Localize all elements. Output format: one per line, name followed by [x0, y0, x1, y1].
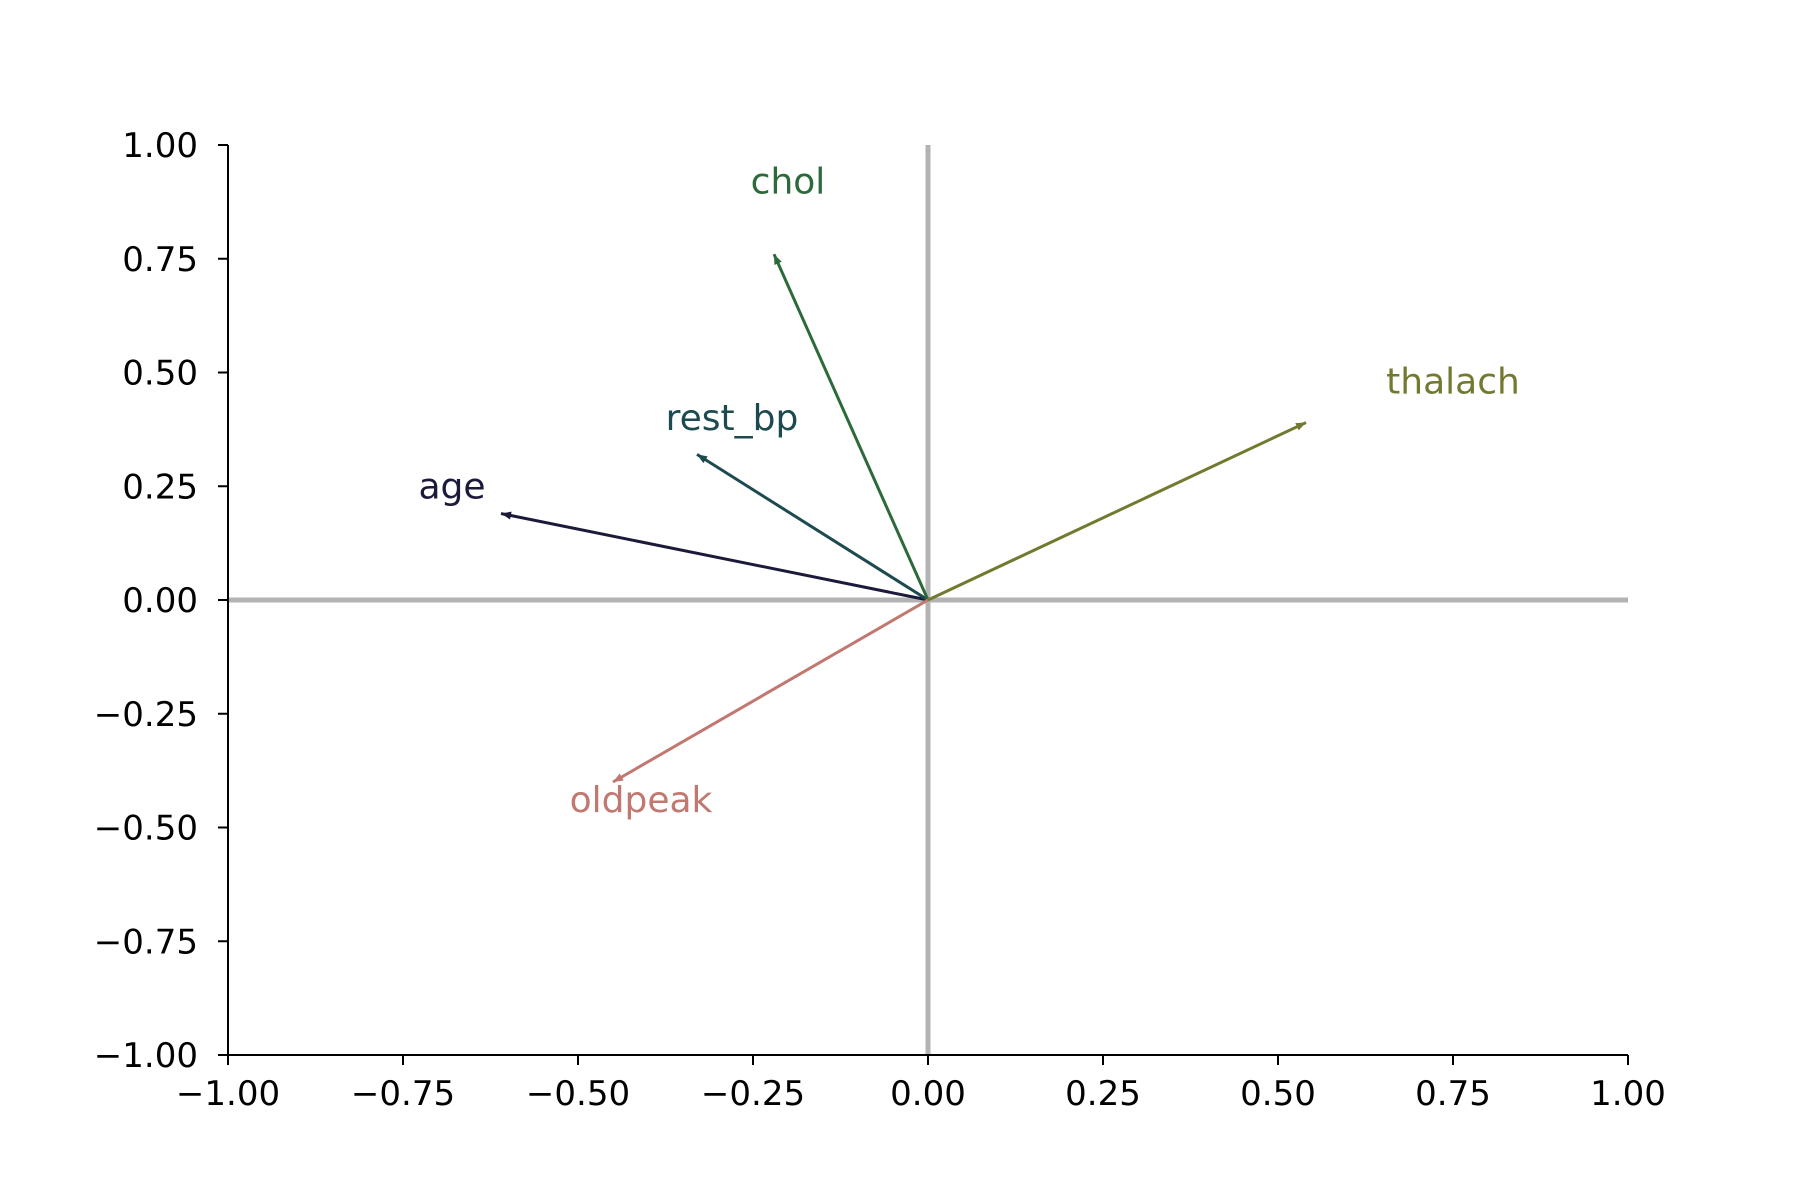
y-tick-label: −0.25 [94, 695, 198, 735]
x-tick-label: 0.50 [1240, 1074, 1316, 1114]
y-tick-label: 1.00 [122, 126, 198, 166]
x-tick-label: 0.25 [1065, 1074, 1141, 1114]
x-tick-label: −0.50 [526, 1074, 630, 1114]
vector-chol [772, 253, 930, 601]
arrowhead-chol [774, 254, 782, 265]
arrowhead-age [501, 511, 512, 520]
vector-label-rest_bp: rest_bp [666, 398, 799, 439]
arrowhead-oldpeak [613, 773, 624, 782]
x-tick-label: −1.00 [176, 1074, 280, 1114]
y-tick-label: 0.00 [122, 581, 198, 621]
vector-thalach [927, 421, 1307, 602]
y-tick-label: 0.50 [122, 354, 198, 394]
arrowhead-rest_bp [697, 454, 708, 464]
x-tick-label: 1.00 [1590, 1074, 1666, 1114]
vector-label-chol: chol [751, 161, 826, 202]
vector-age [500, 512, 929, 602]
arrowhead-thalach [1295, 422, 1306, 431]
axes: −1.00 −0.75 −0.50 −0.25 0.00 0.25 0.50 0.75 1.00… [94, 126, 1666, 1114]
vector-label-oldpeak: oldpeak [570, 780, 713, 821]
vector-rest_bp [696, 453, 929, 602]
vector-oldpeak [612, 598, 929, 784]
y-tick-label: 0.75 [122, 240, 198, 280]
x-tick-label: 0.75 [1415, 1074, 1491, 1114]
x-tick-label: −0.75 [351, 1074, 455, 1114]
vector-label-thalach: thalach [1386, 362, 1520, 403]
y-tick-label: −1.00 [94, 1036, 198, 1076]
y-tick-label: −0.75 [94, 922, 198, 962]
vectors: age rest_bp chol thalach oldpeak [418, 161, 1519, 821]
vector-label-age: age [418, 466, 485, 507]
y-tick-label: −0.50 [94, 809, 198, 849]
y-tick-label: 0.25 [122, 467, 198, 507]
x-tick-label: 0.00 [890, 1074, 966, 1114]
x-tick-label: −0.25 [701, 1074, 805, 1114]
